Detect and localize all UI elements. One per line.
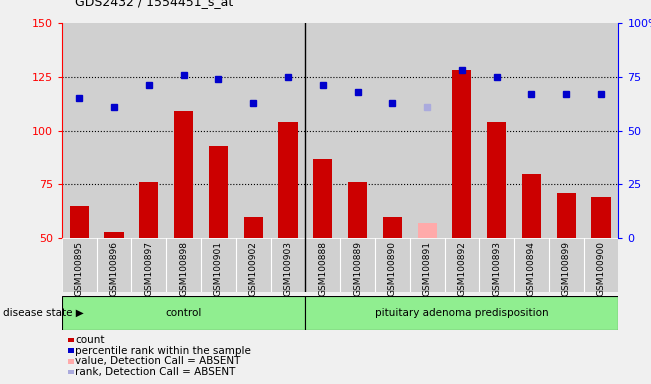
Bar xyxy=(522,174,541,238)
Text: GSM100899: GSM100899 xyxy=(562,241,571,296)
Bar xyxy=(62,23,96,238)
Text: disease state ▶: disease state ▶ xyxy=(3,308,84,318)
Bar xyxy=(409,238,445,292)
Bar xyxy=(139,182,158,238)
Text: GSM100896: GSM100896 xyxy=(109,241,118,296)
Bar xyxy=(166,23,201,238)
Bar xyxy=(348,182,367,238)
Bar xyxy=(104,232,124,238)
Bar xyxy=(70,206,89,238)
Bar xyxy=(305,296,618,330)
Bar xyxy=(549,238,584,292)
Bar xyxy=(340,23,375,238)
Text: GSM100893: GSM100893 xyxy=(492,241,501,296)
Bar xyxy=(236,238,271,292)
Text: pituitary adenoma predisposition: pituitary adenoma predisposition xyxy=(375,308,549,318)
Text: percentile rank within the sample: percentile rank within the sample xyxy=(76,346,251,356)
Text: GDS2432 / 1554451_s_at: GDS2432 / 1554451_s_at xyxy=(75,0,233,8)
Text: GSM100902: GSM100902 xyxy=(249,241,258,296)
Bar xyxy=(305,238,340,292)
Bar xyxy=(62,296,305,330)
Bar xyxy=(174,111,193,238)
Bar xyxy=(375,23,409,238)
Bar xyxy=(243,217,263,238)
Bar xyxy=(445,23,479,238)
Text: GSM100900: GSM100900 xyxy=(596,241,605,296)
Bar xyxy=(166,238,201,292)
Bar xyxy=(549,23,584,238)
Bar xyxy=(383,217,402,238)
Text: GSM100895: GSM100895 xyxy=(75,241,84,296)
Text: GSM100890: GSM100890 xyxy=(388,241,397,296)
Text: count: count xyxy=(76,335,105,345)
Text: GSM100903: GSM100903 xyxy=(283,241,292,296)
Text: GSM100898: GSM100898 xyxy=(179,241,188,296)
Text: GSM100889: GSM100889 xyxy=(353,241,362,296)
Bar xyxy=(375,238,409,292)
Text: GSM100888: GSM100888 xyxy=(318,241,327,296)
Bar xyxy=(96,238,132,292)
Bar xyxy=(271,23,305,238)
Bar xyxy=(96,23,132,238)
Bar xyxy=(417,223,437,238)
Text: GSM100897: GSM100897 xyxy=(145,241,154,296)
Bar xyxy=(445,238,479,292)
Bar xyxy=(132,23,166,238)
Text: rank, Detection Call = ABSENT: rank, Detection Call = ABSENT xyxy=(76,367,236,377)
Bar xyxy=(209,146,228,238)
Bar xyxy=(62,238,96,292)
Bar xyxy=(201,23,236,238)
Bar xyxy=(409,23,445,238)
Bar xyxy=(514,23,549,238)
Bar xyxy=(487,122,506,238)
Bar xyxy=(279,122,298,238)
Bar xyxy=(557,193,576,238)
Bar xyxy=(236,23,271,238)
Bar xyxy=(584,23,618,238)
Text: GSM100892: GSM100892 xyxy=(458,241,466,296)
Bar xyxy=(592,197,611,238)
Text: GSM100901: GSM100901 xyxy=(214,241,223,296)
Bar xyxy=(479,238,514,292)
Text: GSM100891: GSM100891 xyxy=(422,241,432,296)
Bar xyxy=(479,23,514,238)
Text: GSM100894: GSM100894 xyxy=(527,241,536,296)
Text: value, Detection Call = ABSENT: value, Detection Call = ABSENT xyxy=(76,356,241,366)
Bar xyxy=(313,159,332,238)
Bar xyxy=(452,70,471,238)
Bar xyxy=(201,238,236,292)
Bar xyxy=(514,238,549,292)
Bar xyxy=(132,238,166,292)
Text: control: control xyxy=(165,308,202,318)
Bar xyxy=(340,238,375,292)
Bar xyxy=(271,238,305,292)
Bar xyxy=(584,238,618,292)
Bar xyxy=(305,23,340,238)
